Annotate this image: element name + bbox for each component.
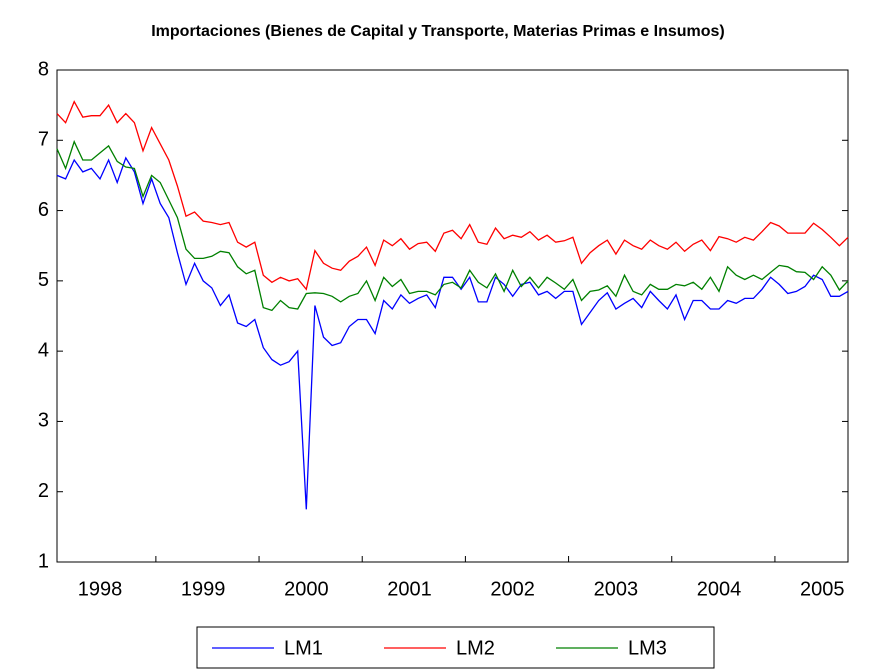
y-tick-label: 6 bbox=[38, 199, 49, 221]
legend-label: LM2 bbox=[456, 637, 495, 659]
y-tick-label: 5 bbox=[38, 269, 49, 291]
series-line bbox=[56, 139, 849, 312]
x-tick-label: 1999 bbox=[181, 578, 226, 600]
x-tick-label: 2001 bbox=[387, 578, 432, 600]
x-tick-label: 2002 bbox=[490, 578, 535, 600]
series-line bbox=[56, 100, 849, 291]
x-tick-label: 1998 bbox=[78, 578, 123, 600]
plot-frame bbox=[56, 69, 849, 563]
y-tick-label: 1 bbox=[38, 550, 49, 572]
x-tick-label: 2004 bbox=[697, 578, 742, 600]
series-line bbox=[56, 156, 849, 510]
legend-label: LM1 bbox=[284, 637, 323, 659]
y-tick-label: 3 bbox=[38, 410, 49, 432]
x-tick-label: 2005 bbox=[800, 578, 845, 600]
y-tick-label: 7 bbox=[38, 129, 49, 151]
x-tick-label: 2003 bbox=[594, 578, 639, 600]
y-tick-label: 8 bbox=[38, 58, 49, 80]
x-tick-label: 2000 bbox=[284, 578, 329, 600]
chart-title: Importaciones (Bienes de Capital y Trans… bbox=[151, 23, 725, 40]
y-tick-label: 4 bbox=[38, 339, 49, 361]
legend-label: LM3 bbox=[628, 637, 667, 659]
legend-box bbox=[196, 626, 715, 669]
y-tick-label: 2 bbox=[38, 480, 49, 502]
